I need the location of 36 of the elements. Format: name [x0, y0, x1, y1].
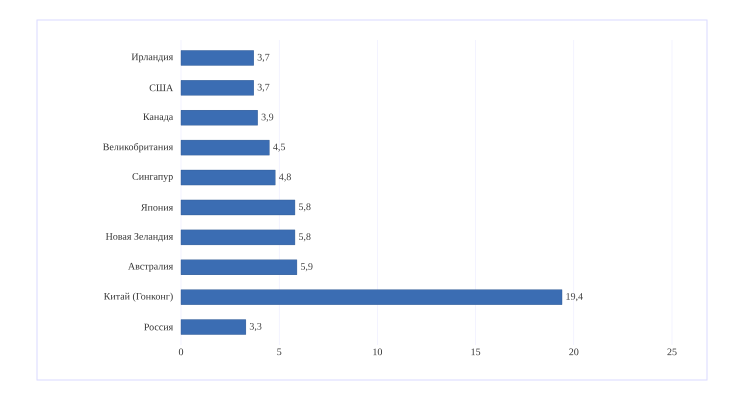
y-tick-label: Ирландия	[132, 54, 174, 62]
y-tick-label: Китай (Гонконг)	[104, 292, 173, 302]
data-label: 19,4	[566, 293, 583, 302]
y-tick-label: США	[150, 84, 174, 92]
bar	[180, 140, 270, 156]
x-tick-label: 0	[178, 348, 184, 356]
data-label: 4,5	[273, 144, 286, 152]
data-label: 3,3	[250, 322, 262, 332]
data-label: 5,8	[299, 203, 311, 212]
y-tick-label: Россия	[144, 324, 174, 330]
bar	[180, 260, 298, 275]
bar	[180, 200, 296, 216]
data-label: 3,7	[258, 54, 270, 62]
x-tick-label: 20	[569, 348, 578, 356]
bar	[180, 110, 258, 126]
data-label: 5,9	[300, 263, 313, 272]
bar	[180, 289, 562, 305]
y-tick-label: Великобритания	[103, 142, 174, 152]
data-label: 5,8	[299, 233, 311, 242]
x-tick-label: 10	[373, 348, 382, 356]
bar	[180, 50, 254, 66]
y-tick-label: Австралия	[128, 262, 174, 272]
bar	[180, 230, 296, 246]
bar	[180, 170, 276, 186]
y-tick-label: Япония	[140, 204, 174, 211]
bar	[180, 319, 246, 335]
x-tick-label: 15	[471, 348, 480, 356]
x-tick-label: 25	[667, 348, 677, 356]
bar	[180, 80, 254, 96]
data-label: 4,8	[279, 173, 291, 182]
y-tick-label: Новая Зеландия	[106, 233, 174, 242]
data-label: 3,7	[258, 84, 270, 92]
y-tick-label: Сингапур	[132, 173, 173, 182]
data-label: 3,9	[262, 114, 274, 122]
y-tick-label: Канада	[143, 113, 174, 122]
x-tick-label: 5	[277, 348, 282, 356]
